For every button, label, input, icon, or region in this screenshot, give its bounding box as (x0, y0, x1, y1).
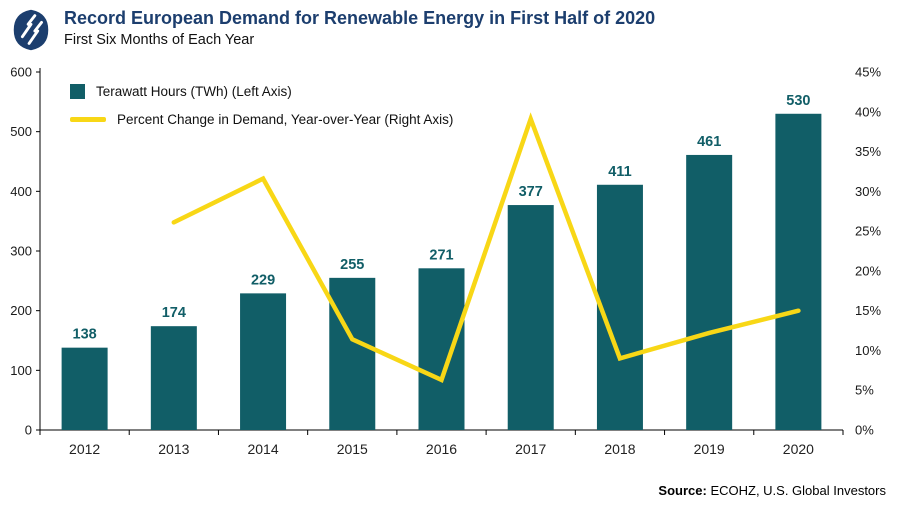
legend-item-bars: Terawatt Hours (TWh) (Left Axis) (70, 84, 453, 99)
bar-2014 (240, 293, 287, 430)
right-axis-label: 35% (855, 144, 881, 159)
x-axis-label-2014: 2014 (247, 441, 278, 457)
bar-2018 (596, 184, 643, 430)
chart-title: Record European Demand for Renewable Ene… (64, 8, 656, 28)
bar-value-label-2020: 530 (786, 93, 810, 109)
line-series-swatch (70, 117, 106, 122)
source-label: Source: (658, 483, 707, 498)
x-axis-label-2015: 2015 (337, 441, 368, 457)
right-axis-label: 40% (855, 104, 881, 119)
left-axis-label: 100 (10, 363, 32, 378)
title-block: Record European Demand for Renewable Ene… (64, 7, 655, 48)
bar-series-swatch (70, 84, 85, 99)
x-axis-label-2016: 2016 (426, 441, 457, 457)
bar-2013 (150, 326, 197, 430)
left-axis-label: 200 (10, 303, 32, 318)
right-axis-label: 15% (855, 303, 881, 318)
left-axis-label: 0 (25, 423, 32, 438)
bar-2019 (686, 154, 733, 430)
legend: Terawatt Hours (TWh) (Left Axis) Percent… (70, 84, 453, 127)
source-line: Source: ECOHZ, U.S. Global Investors (658, 483, 886, 498)
right-axis-label: 30% (855, 184, 881, 199)
left-axis-label: 500 (10, 124, 32, 139)
bar-value-label-2015: 255 (340, 257, 364, 273)
x-axis-label-2012: 2012 (69, 441, 100, 457)
source-text: ECOHZ, U.S. Global Investors (706, 483, 886, 498)
bar-value-label-2017: 377 (519, 184, 543, 200)
right-axis-label: 20% (855, 263, 881, 278)
legend-item-line: Percent Change in Demand, Year-over-Year… (70, 112, 453, 127)
x-axis-label-2013: 2013 (158, 441, 189, 457)
x-axis-label-2017: 2017 (515, 441, 546, 457)
bar-value-label-2019: 461 (697, 134, 721, 150)
logo-shape (13, 9, 49, 51)
left-axis-label: 600 (10, 65, 32, 80)
chart-area: 0 100 200 300 400 500 600 0% 5% 10% 15% 20% 25% 30% 35… (0, 58, 900, 462)
bar-2017 (507, 205, 554, 430)
bar-value-label-2012: 138 (73, 327, 97, 343)
x-axis-label-2020: 2020 (783, 441, 814, 457)
left-axis-label: 400 (10, 184, 32, 199)
bar-value-label-2018: 411 (608, 164, 631, 180)
usgi-logo-icon (8, 7, 54, 53)
bar-value-label-2016: 271 (429, 247, 453, 263)
x-axis-label-2018: 2018 (604, 441, 635, 457)
legend-bars-label: Terawatt Hours (TWh) (Left Axis) (96, 84, 292, 99)
bar-2016 (418, 268, 465, 430)
right-axis-label: 0% (855, 423, 874, 438)
bar-value-label-2013: 174 (162, 305, 186, 321)
bar-2012 (61, 347, 108, 430)
chart-header: Record European Demand for Renewable Ene… (0, 0, 900, 58)
right-axis-label: 45% (855, 65, 881, 80)
bar-value-label-2014: 229 (251, 272, 275, 288)
bar-line-chart: 0 100 200 300 400 500 600 0% 5% 10% 15% 20% 25% 30% 35… (10, 65, 881, 458)
right-axis-label: 25% (855, 224, 881, 239)
left-axis-label: 300 (10, 244, 32, 259)
chart-subtitle: First Six Months of Each Year (64, 32, 255, 48)
right-axis-label: 10% (855, 343, 881, 358)
bar-2015 (329, 277, 376, 430)
percent-change-line (171, 112, 801, 383)
right-axis-label: 5% (855, 383, 874, 398)
x-axis-label-2019: 2019 (694, 441, 725, 457)
legend-line-label: Percent Change in Demand, Year-over-Year… (117, 112, 454, 127)
bar-2020 (775, 113, 822, 430)
